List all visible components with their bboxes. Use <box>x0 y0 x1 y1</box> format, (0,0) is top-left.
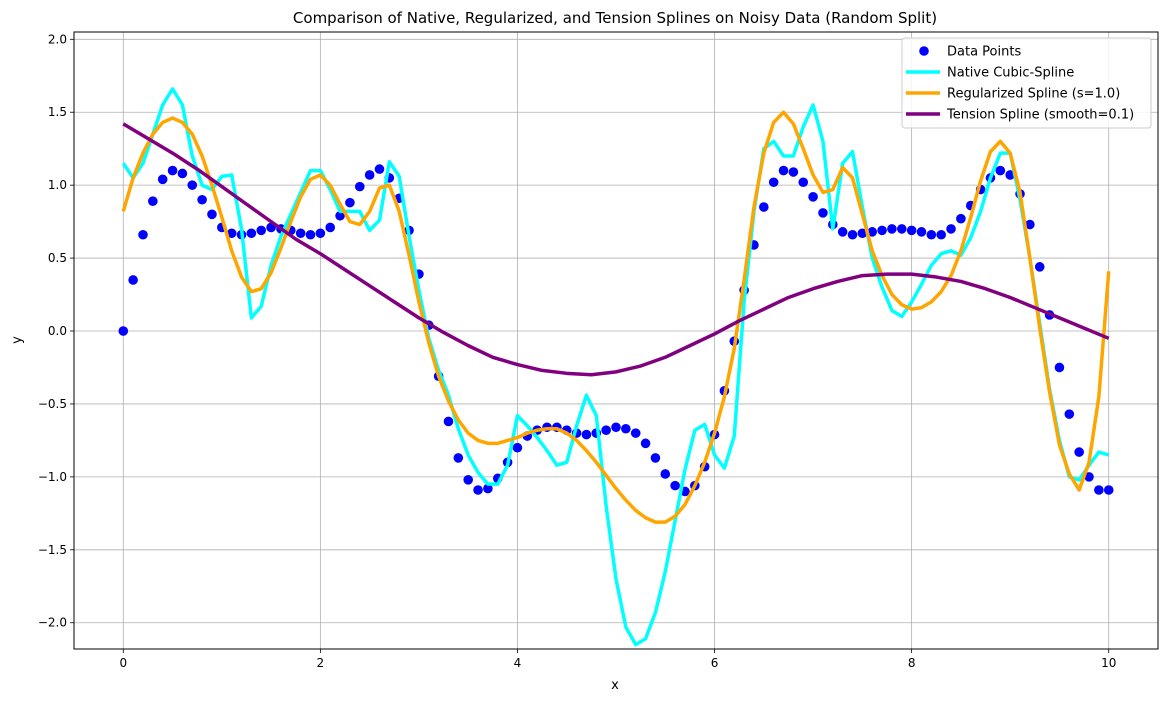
data-point <box>759 202 769 212</box>
data-point <box>857 228 868 239</box>
grid <box>74 32 1158 649</box>
series-line-3 <box>122 122 1110 377</box>
data-point <box>305 229 316 240</box>
data-point <box>946 224 956 234</box>
y-tick-label: 0.0 <box>48 324 67 338</box>
data-point <box>157 174 168 185</box>
plot-series <box>118 87 1114 647</box>
y-tick-label: 1.0 <box>48 178 67 192</box>
data-point <box>315 228 326 239</box>
data-point <box>650 453 661 463</box>
data-point <box>295 228 306 239</box>
data-point <box>1054 362 1065 373</box>
data-point <box>867 227 878 237</box>
data-point <box>335 210 345 221</box>
data-point <box>187 180 198 190</box>
data-point <box>473 485 483 495</box>
plot-frame <box>73 31 1159 650</box>
data-point <box>197 194 207 205</box>
data-point <box>788 167 799 177</box>
data-point <box>325 222 336 233</box>
data-point <box>177 168 188 179</box>
data-point <box>354 181 365 192</box>
data-point <box>1103 485 1114 495</box>
y-tick-label: 2.0 <box>48 32 67 46</box>
data-point <box>512 442 523 453</box>
data-point <box>611 422 621 433</box>
y-tick-label: 0.5 <box>48 251 67 265</box>
y-tick-label: −1.5 <box>38 543 67 557</box>
data-point <box>630 428 641 438</box>
legend-entry-label: Native Cubic-Spline <box>947 66 1074 81</box>
data-point <box>798 177 809 188</box>
data-point <box>1025 219 1035 230</box>
data-point <box>808 192 818 202</box>
data-point <box>246 228 257 239</box>
data-point <box>207 209 217 220</box>
x-axis-label: x <box>611 678 619 693</box>
data-point <box>768 177 779 188</box>
data-point <box>916 227 927 237</box>
data-point <box>226 228 237 239</box>
x-tick-label: 6 <box>711 656 719 670</box>
data-point <box>660 469 671 479</box>
data-point <box>877 225 887 236</box>
data-point <box>837 227 848 237</box>
data-point <box>1064 409 1075 419</box>
data-point <box>453 453 464 463</box>
legend-marker-data-points <box>919 46 929 56</box>
data-point <box>601 425 611 436</box>
legend-entry-label: Data Points <box>947 45 1021 60</box>
series-line-2 <box>121 110 1111 524</box>
data-point <box>670 480 680 491</box>
data-point <box>256 225 267 236</box>
y-tick-label: −0.5 <box>38 397 67 411</box>
y-tick-label: 1.5 <box>48 105 67 119</box>
data-point <box>463 474 473 485</box>
data-point <box>995 165 1006 176</box>
x-tick-label: 8 <box>908 656 916 670</box>
x-tick-label: 2 <box>317 656 325 670</box>
data-point <box>906 225 917 236</box>
y-tick-label: −1.0 <box>38 470 67 484</box>
data-point <box>1084 472 1094 482</box>
data-point <box>818 208 828 218</box>
data-point <box>778 165 789 176</box>
data-point <box>847 229 858 240</box>
y-axis-label: y <box>10 336 25 344</box>
data-point <box>345 197 355 208</box>
x-tick-label: 10 <box>1101 656 1116 670</box>
x-tick-label: 0 <box>119 656 127 670</box>
x-tick-label: 4 <box>514 656 522 670</box>
data-point <box>167 165 178 176</box>
data-point <box>956 213 966 224</box>
data-point <box>1094 485 1104 495</box>
data-point <box>374 164 385 174</box>
data-point <box>640 438 651 449</box>
data-point <box>887 224 897 234</box>
series-line-1 <box>121 87 1110 647</box>
data-point <box>443 416 454 427</box>
data-point <box>621 423 631 434</box>
data-point <box>936 229 946 240</box>
chart-title: Comparison of Native, Regularized, and T… <box>293 9 937 27</box>
data-point <box>1074 447 1084 457</box>
data-point <box>148 196 158 207</box>
data-point <box>896 224 907 234</box>
axis-ticks: 0 2 4 6 8 10 −2.0 −1.5 −1.0 −0.5 0.0 0.5 1.0 1.5 2.0 <box>38 32 1117 670</box>
data-point <box>118 326 129 336</box>
data-point <box>364 170 375 180</box>
data-point <box>1034 262 1045 272</box>
legend-box <box>901 37 1152 129</box>
legend-entry-label: Regularized Spline (s=1.0) <box>947 87 1120 102</box>
data-point <box>138 229 148 240</box>
y-tick-label: −2.0 <box>38 616 67 630</box>
data-point <box>926 229 937 240</box>
data-point <box>483 483 493 494</box>
data-point <box>128 275 138 285</box>
data-point <box>581 429 592 440</box>
legend-entry-label: Tension Spline (smooth=0.1) <box>946 108 1134 123</box>
legend: Data Points Native Cubic-Spline Regularize… <box>901 37 1152 129</box>
